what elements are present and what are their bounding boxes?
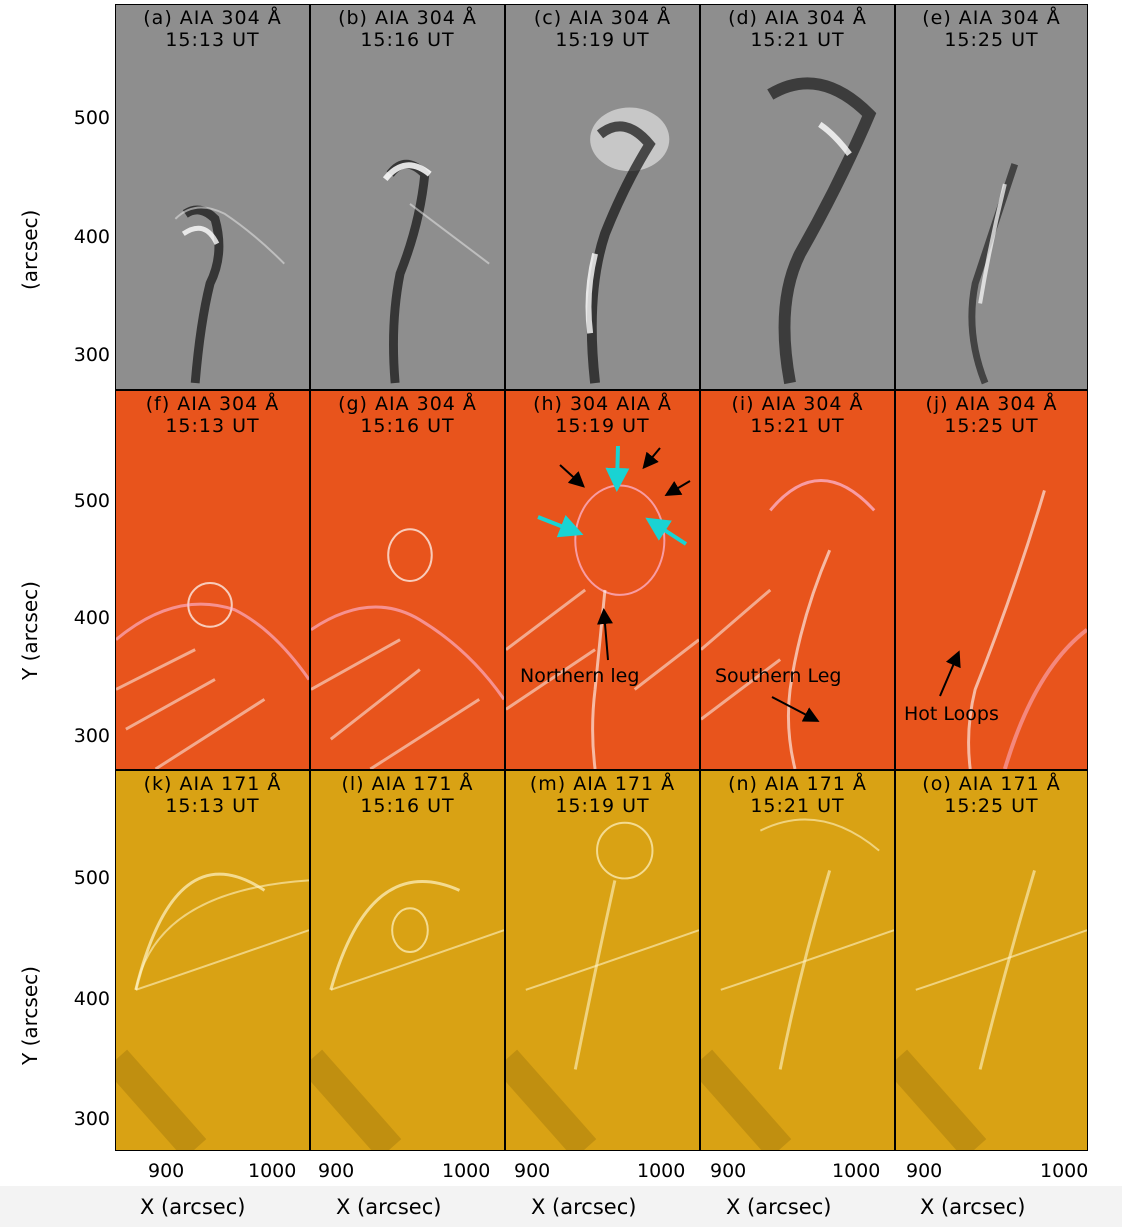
panel-m: (m) AIA 171 Å 15:19 UT [505,770,700,1151]
y-tick: 500 [73,107,110,129]
x-tick: 900 [906,1160,943,1182]
x-tick: 1000 [637,1160,686,1182]
x-tick: 1000 [832,1160,881,1182]
panel-image [506,5,699,389]
panel-image [701,771,894,1150]
x-tick: 1000 [442,1160,491,1182]
panel-image [896,5,1087,389]
x-tick: 1000 [248,1160,297,1182]
x-axis-band [0,1186,1122,1227]
panel-b: (b) AIA 304 Å 15:16 UT [310,4,505,390]
panel-e: (e) AIA 304 Å 15:25 UT [895,4,1088,390]
panel-title: (n) AIA 171 Å 15:21 UT [728,773,867,817]
panel-image [896,391,1087,769]
panel-n: (n) AIA 171 Å 15:21 UT [700,770,895,1151]
panel-i: (i) AIA 304 Å 15:21 UT Southern Leg [700,390,895,770]
panel-title: (d) AIA 304 Å 15:21 UT [728,7,867,51]
panel-image [701,391,894,769]
panel-d: (d) AIA 304 Å 15:21 UT [700,4,895,390]
y-tick: 400 [73,226,110,248]
y-axis-label: Y (arcsec) [18,966,42,1065]
panel-g: (g) AIA 304 Å 15:16 UT [310,390,505,770]
annotation-hot-loops: Hot Loops [904,703,999,725]
x-axis-label: X (arcsec) [726,1195,832,1219]
panel-image [896,771,1087,1150]
panel-image [506,391,699,769]
panel-image [311,391,504,769]
x-axis-label: X (arcsec) [140,1195,246,1219]
panel-title: (c) AIA 304 Å 15:19 UT [533,7,672,51]
panel-title: (l) AIA 171 Å 15:16 UT [341,773,474,817]
x-tick: 900 [318,1160,355,1182]
x-tick: 900 [710,1160,747,1182]
panel-f: (f) AIA 304 Å 15:13 UT [115,390,310,770]
x-tick: 900 [514,1160,551,1182]
panel-j: (j) AIA 304 Å 15:25 UT Hot Loops [895,390,1088,770]
panel-title: (b) AIA 304 Å 15:16 UT [338,7,477,51]
panel-h: (h) 304 AIA Å 15:19 UT Northern leg [505,390,700,770]
panel-image [116,5,309,389]
y-tick: 300 [73,725,110,747]
panel-title: (e) AIA 304 Å 15:25 UT [922,7,1061,51]
panel-title: (i) AIA 304 Å 15:21 UT [731,393,864,437]
panel-image [116,391,309,769]
panel-c: (c) AIA 304 Å 15:19 UT [505,4,700,390]
panel-title: (o) AIA 171 Å 15:25 UT [922,773,1061,817]
panel-image [116,771,309,1150]
y-tick: 400 [73,607,110,629]
panel-title: (h) 304 AIA Å 15:19 UT [533,393,672,437]
panel-title: (k) AIA 171 Å 15:13 UT [143,773,282,817]
y-tick: 500 [73,490,110,512]
annotation-northern-leg: Northern leg [520,665,640,687]
annotation-southern-leg: Southern Leg [715,665,842,687]
x-axis-label: X (arcsec) [531,1195,637,1219]
y-tick: 300 [73,1108,110,1130]
panel-a: (a) AIA 304 Å 15:13 UT [115,4,310,390]
panel-k: (k) AIA 171 Å 15:13 UT [115,770,310,1151]
panel-title: (g) AIA 304 Å 15:16 UT [338,393,477,437]
panel-image [506,771,699,1150]
y-tick: 400 [73,988,110,1010]
panel-image [701,5,894,389]
panel-l: (l) AIA 171 Å 15:16 UT [310,770,505,1151]
panel-title: (a) AIA 304 Å 15:13 UT [143,7,282,51]
y-axis-label: Y (arcsec) [18,581,42,680]
panel-title: (f) AIA 304 Å 15:13 UT [145,393,280,437]
panel-o: (o) AIA 171 Å 15:25 UT [895,770,1088,1151]
panel-title: (j) AIA 304 Å 15:25 UT [925,393,1058,437]
y-tick: 300 [73,344,110,366]
x-tick: 900 [148,1160,185,1182]
panel-image [311,5,504,389]
y-tick: 500 [73,867,110,889]
panel-image [311,771,504,1150]
panel-title: (m) AIA 171 Å 15:19 UT [529,773,676,817]
x-tick: 1000 [1040,1160,1089,1182]
x-axis-label: X (arcsec) [336,1195,442,1219]
y-axis-label: (arcsec) [18,209,42,290]
x-axis-label: X (arcsec) [920,1195,1026,1219]
